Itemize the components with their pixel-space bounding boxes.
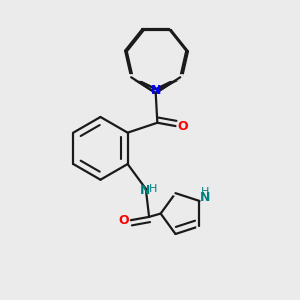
Text: N: N	[140, 184, 150, 197]
Text: N: N	[151, 84, 161, 97]
Text: O: O	[118, 214, 129, 227]
Text: H: H	[201, 187, 210, 197]
Text: N: N	[200, 191, 211, 204]
Text: H: H	[149, 184, 157, 194]
Text: O: O	[178, 120, 188, 133]
